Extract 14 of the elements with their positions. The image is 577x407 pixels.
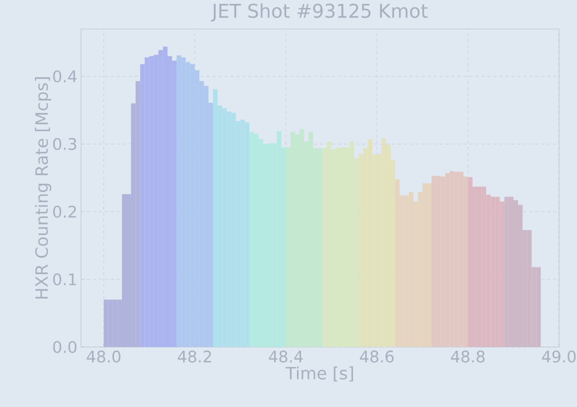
y-tick-label: 0.2 xyxy=(53,206,76,218)
x-tick-label: 48.4 xyxy=(268,350,303,363)
y-tick-label: 0.0 xyxy=(53,340,76,354)
y-axis-title: HXR Counting Rate [Mcps] xyxy=(34,77,52,298)
x-axis-title: Time [s] xyxy=(286,366,353,382)
y-tick-label: 0.3 xyxy=(53,138,76,150)
x-tick-label: 48.0 xyxy=(86,350,120,363)
x-tick-label: 49.0 xyxy=(542,350,576,363)
x-tick-label: 48.6 xyxy=(360,350,394,363)
chart-title: JET Shot #93125 Kmot xyxy=(210,3,428,22)
x-tick-label: 48.8 xyxy=(450,350,485,363)
x-tick-label: 48.2 xyxy=(178,350,211,363)
y-tick-label: 0.1 xyxy=(53,273,76,286)
y-tick-label: 0.4 xyxy=(53,70,77,82)
